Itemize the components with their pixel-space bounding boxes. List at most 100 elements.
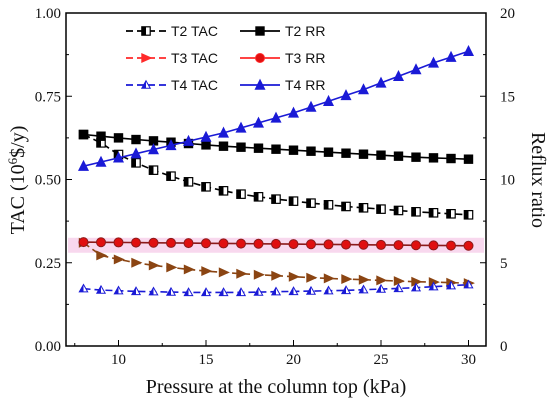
legend-entry: T4 TAC (126, 77, 218, 93)
y-left-tick-label: 0.25 (35, 256, 61, 272)
data-point (411, 152, 421, 162)
data-point (148, 286, 159, 296)
x-tick-label: 30 (461, 352, 476, 368)
data-point (96, 131, 106, 141)
data-point (253, 269, 265, 280)
y-right-tick-label: 10 (500, 173, 515, 189)
data-point (393, 151, 404, 161)
data-point (358, 149, 369, 159)
x-tick-label: 20 (286, 352, 301, 368)
data-point (446, 208, 456, 219)
y-left-tick-label: 0.50 (35, 173, 61, 189)
data-point (148, 260, 160, 271)
data-point (131, 158, 141, 168)
legend-marker (141, 53, 153, 63)
data-point (96, 250, 108, 261)
data-point (113, 254, 125, 265)
data-point (252, 116, 265, 128)
data-point (78, 237, 89, 248)
data-point (323, 147, 334, 157)
x-axis-title: Pressure at the column top (kPa) (146, 376, 407, 398)
data-point (253, 192, 264, 202)
data-point (95, 284, 107, 294)
data-point (410, 282, 422, 292)
legend-marker (141, 26, 151, 36)
data-point (323, 200, 334, 210)
data-point (218, 238, 229, 249)
data-point (411, 240, 421, 251)
plot-frame (65, 12, 487, 347)
data-point (393, 240, 404, 251)
data-point (131, 134, 141, 145)
data-point (236, 238, 246, 249)
data-point (253, 238, 264, 249)
data-point (306, 272, 318, 283)
data-point (113, 133, 124, 143)
data-point (410, 63, 422, 75)
data-point (428, 153, 439, 163)
data-point (130, 147, 142, 159)
data-point (218, 141, 229, 151)
data-point (148, 165, 159, 175)
legend-label: T4 TAC (171, 77, 218, 93)
data-point (376, 150, 386, 160)
data-point (340, 285, 352, 295)
data-point (323, 285, 334, 295)
y-left-tick-label: 0.00 (35, 339, 61, 355)
data-point (182, 134, 195, 146)
data-point (427, 56, 440, 68)
data-point (236, 142, 246, 152)
data-point (393, 276, 405, 287)
data-point (166, 262, 178, 273)
data-point (288, 145, 299, 155)
data-point (341, 148, 351, 158)
data-point (463, 209, 474, 220)
data-point (428, 281, 439, 291)
y-left-title-sup: 6 (5, 157, 20, 164)
data-point (305, 285, 317, 295)
data-point (183, 264, 195, 275)
legend-label: T3 TAC (171, 50, 218, 66)
data-point (445, 50, 457, 62)
data-point (165, 139, 177, 151)
data-point (288, 239, 299, 250)
data-point (288, 286, 299, 296)
data-point (306, 239, 316, 250)
legend-entry: T2 RR (240, 23, 325, 39)
data-point (201, 266, 213, 277)
y-right-tick-label: 20 (500, 6, 515, 22)
data-point (201, 140, 211, 150)
data-point (183, 287, 194, 297)
data-point (77, 159, 90, 171)
legend-label: T4 RR (285, 77, 325, 93)
data-point (95, 155, 107, 167)
data-point (446, 240, 456, 251)
data-point (287, 106, 300, 118)
data-point (165, 286, 177, 296)
data-point (200, 130, 212, 142)
legend-entry: T4 RR (240, 77, 325, 93)
data-point (428, 208, 439, 218)
legend-marker (255, 26, 265, 36)
x-tick-label: 15 (199, 352, 214, 368)
data-point (78, 129, 89, 140)
data-point (341, 201, 351, 212)
data-point (96, 237, 106, 248)
data-point (113, 237, 124, 248)
data-point (306, 146, 316, 156)
data-point (393, 205, 404, 216)
data-point (201, 238, 211, 249)
x-tick-label: 25 (374, 352, 389, 368)
data-point (375, 76, 387, 88)
data-point (323, 273, 335, 284)
data-point (271, 194, 281, 204)
data-point (236, 189, 246, 199)
legend-marker (255, 53, 265, 63)
data-point (375, 283, 387, 293)
y-left-axis-title: TAC (106$/y) (5, 126, 30, 235)
data-point (305, 100, 317, 112)
y-left-tick-label: 1.00 (35, 6, 61, 22)
series-line-t3-tac (83, 242, 469, 284)
legend-marker (140, 79, 152, 89)
data-point (236, 268, 248, 279)
